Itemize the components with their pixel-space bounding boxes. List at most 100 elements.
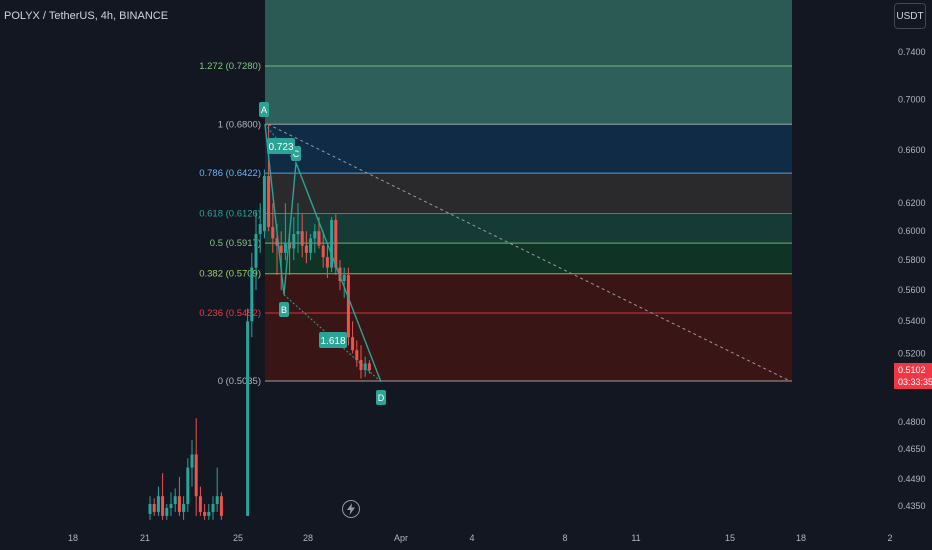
fib-zone	[265, 273, 792, 314]
x-tick-label: 18	[68, 533, 78, 543]
fib-label: 0.5 (0.5917)	[210, 238, 261, 249]
candle-body	[367, 363, 371, 371]
fib-zone	[265, 213, 792, 244]
pattern-point-marker	[259, 102, 269, 117]
fib-level-lines	[265, 65, 792, 382]
x-tick-label: 28	[303, 533, 313, 543]
candle-body	[292, 234, 296, 249]
pattern-point-marker	[376, 390, 386, 405]
candle-body	[351, 337, 355, 351]
pattern-line	[264, 124, 382, 383]
candle-body	[203, 511, 207, 516]
candle-body	[194, 454, 198, 497]
candle-body	[355, 350, 359, 361]
x-axis[interactable]: 18 21 25 28 Apr 4 8 11 15 18 2	[68, 533, 893, 543]
y-tick-label: 0.6600	[898, 145, 926, 155]
currency-button[interactable]: USDT	[894, 3, 926, 29]
y-tick-label: 0.5800	[898, 255, 926, 265]
candle-body	[156, 496, 160, 512]
x-tick-label: 25	[233, 533, 243, 543]
x-tick-label: 8	[562, 533, 567, 543]
candle-body	[262, 176, 266, 232]
abcd-pattern: A B C D 0.723 1.618	[259, 102, 386, 405]
candle-body	[300, 231, 304, 246]
y-tick-label: 0.4650	[898, 444, 926, 454]
candle-body	[279, 245, 283, 253]
fib-zone	[265, 243, 792, 274]
bar-countdown: 03:33:35	[898, 377, 932, 387]
fib-zone	[265, 173, 792, 214]
candle-body	[313, 231, 317, 239]
lightning-icon[interactable]	[342, 500, 360, 518]
fib-label: 1 (0.6800)	[218, 119, 261, 130]
fib-label: 0.618 (0.6126)	[199, 208, 261, 219]
y-tick-label: 0.5600	[898, 285, 926, 295]
pattern-point-label: B	[281, 305, 287, 315]
y-axis[interactable]: 0.7400 0.7000 0.6600 0.6200 0.6000 0.5800 0.56…	[898, 47, 926, 511]
candle-body	[288, 242, 292, 249]
candle-body	[148, 504, 152, 514]
candle-body	[211, 504, 215, 512]
pattern-ratio-box	[267, 138, 295, 154]
candle-body	[207, 511, 211, 516]
candle-body	[325, 257, 329, 268]
y-tick-label: 0.5200	[898, 348, 926, 358]
dashed-trendline	[267, 123, 791, 382]
candle-body	[250, 267, 254, 322]
candle-body	[182, 504, 186, 512]
fib-label: 0 (0.5035)	[218, 376, 261, 387]
x-tick-label: 18	[796, 533, 806, 543]
candle-body	[254, 234, 258, 268]
candle-body	[321, 245, 325, 258]
fib-label: 1.272 (0.7280)	[199, 61, 261, 72]
candle-body	[275, 238, 279, 246]
candle-body	[169, 504, 173, 508]
pattern-point-label: A	[261, 105, 267, 115]
candle-body	[330, 219, 334, 268]
candle-body	[258, 224, 262, 235]
y-tick-label: 0.4350	[898, 501, 926, 511]
candle-body	[190, 454, 194, 468]
candle-body	[198, 496, 202, 512]
x-tick-label: 2	[887, 533, 892, 543]
candle-body	[267, 176, 271, 227]
fib-label: 0.786 (0.6422)	[199, 168, 261, 179]
candle-body	[296, 231, 300, 235]
x-tick-label: Apr	[394, 533, 408, 543]
candle-body	[304, 245, 308, 253]
y-tick-label: 0.4800	[898, 417, 926, 427]
fib-zone	[265, 65, 792, 125]
fib-zone-top	[265, 0, 792, 66]
pattern-point-label: C	[293, 149, 300, 159]
last-price-badge: 0.5102 03:33:35	[894, 363, 932, 389]
candle-body	[283, 242, 287, 253]
candle-body	[173, 496, 177, 505]
fib-zone	[265, 124, 792, 174]
currency-label: USDT	[896, 10, 924, 22]
pattern-point-marker	[279, 302, 289, 317]
y-tick-label: 0.4490	[898, 474, 926, 484]
candle-body	[152, 504, 156, 512]
y-tick-label: 0.5400	[898, 316, 926, 326]
y-tick-label: 0.7400	[898, 47, 926, 57]
y-tick-label: 0.7000	[898, 94, 926, 104]
candle-body	[186, 467, 190, 505]
x-tick-label: 21	[140, 533, 150, 543]
candle-body	[215, 496, 219, 505]
y-tick-label: 0.6200	[898, 198, 926, 208]
chart-title: POLYX / TetherUS, 4h, BINANCE	[4, 10, 169, 22]
pattern-point-label: D	[378, 393, 385, 403]
candle-body	[161, 496, 165, 516]
fib-label: 0.382 (0.5709)	[199, 269, 261, 280]
candle-body	[246, 321, 250, 516]
candle-body	[317, 231, 321, 246]
candle-body	[359, 360, 363, 371]
candle-body	[346, 275, 350, 338]
fib-label: 0.236 (0.5452)	[199, 308, 261, 319]
candle-body	[219, 496, 223, 516]
candle-body	[309, 238, 313, 253]
candle-body	[271, 226, 275, 239]
x-tick-label: 4	[469, 533, 474, 543]
pattern-ratio-label: 0.723	[268, 142, 293, 153]
